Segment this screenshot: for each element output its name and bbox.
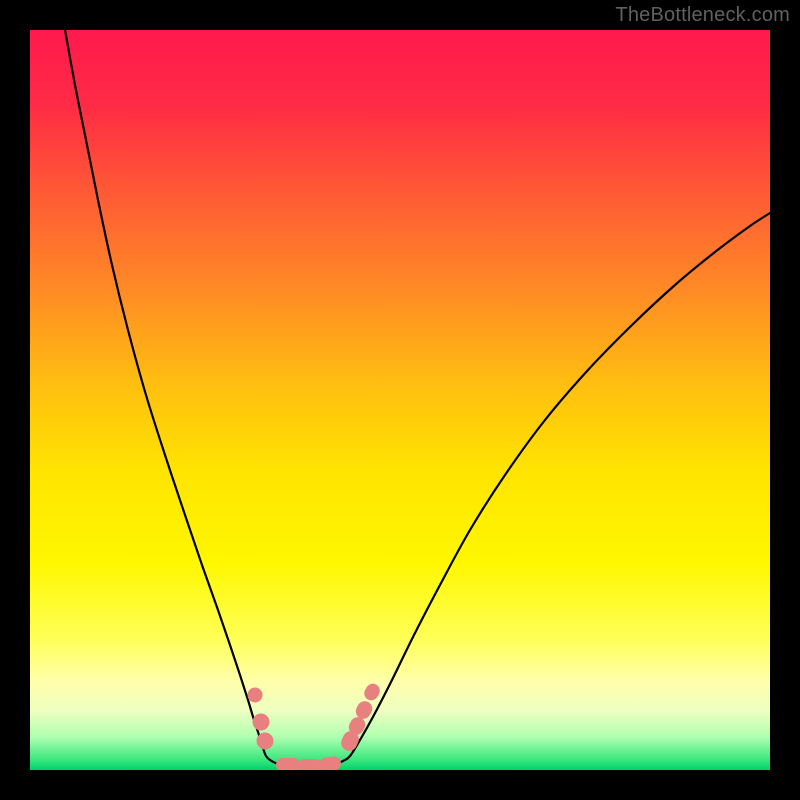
curve-marker <box>298 759 322 770</box>
curve-marker <box>276 758 300 770</box>
curve-marker <box>253 714 270 731</box>
watermark-text: TheBottleneck.com <box>615 4 790 27</box>
bottleneck-curve <box>30 30 770 770</box>
chart-frame: TheBottleneck.com <box>0 0 800 800</box>
curve-marker <box>248 688 263 703</box>
curve-marker <box>318 756 342 770</box>
curve-marker <box>362 681 383 703</box>
curve-marker <box>257 733 274 750</box>
plot-area <box>30 30 770 770</box>
